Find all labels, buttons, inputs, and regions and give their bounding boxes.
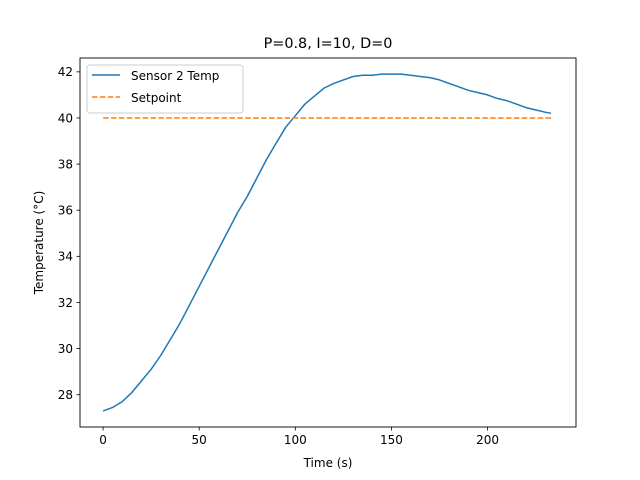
ticks-layer: 0 50 100 150 200 28 30 32 34 36 38 40 42 xyxy=(58,65,499,447)
legend-label-sensor-2-temp: Sensor 2 Temp xyxy=(131,69,219,83)
y-tick-label: 30 xyxy=(58,342,73,356)
x-tick-label: 200 xyxy=(476,433,499,447)
x-axis-label: Time (s) xyxy=(303,456,353,470)
y-tick-label: 32 xyxy=(58,296,73,310)
legend-frame xyxy=(86,64,244,114)
y-tick-label: 42 xyxy=(58,65,73,79)
chart-title: P=0.8, I=10, D=0 xyxy=(264,36,393,52)
x-tick-label: 100 xyxy=(284,433,307,447)
y-axis-label: Temperature (°C) xyxy=(32,191,46,296)
x-tick-label: 50 xyxy=(192,433,207,447)
y-tick-label: 36 xyxy=(58,204,73,218)
series-line-sensor-2-temp xyxy=(102,73,552,412)
legend-label-setpoint: Setpoint xyxy=(131,91,182,105)
x-tick-label: 150 xyxy=(380,433,403,447)
y-tick-label: 38 xyxy=(58,157,73,171)
x-tick-label: 0 xyxy=(99,433,107,447)
y-tick-label: 34 xyxy=(58,250,73,264)
y-tick-label: 28 xyxy=(58,388,73,402)
y-tick-label: 40 xyxy=(58,111,73,125)
plot-frame xyxy=(79,57,577,428)
series-layer xyxy=(102,73,552,412)
legend: Sensor 2 Temp Setpoint xyxy=(86,64,244,114)
